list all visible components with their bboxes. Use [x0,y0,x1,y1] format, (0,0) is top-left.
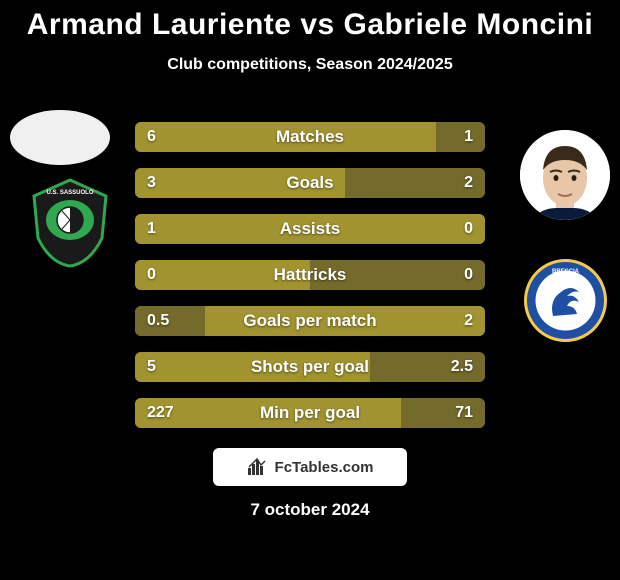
club-crest-right: BRESCIA [523,258,608,343]
svg-text:U.S. SASSUOLO: U.S. SASSUOLO [46,190,93,196]
stat-label: Matches [135,122,485,152]
stat-label: Assists [135,214,485,244]
player-left-avatar [10,110,110,165]
svg-text:BRESCIA: BRESCIA [552,269,580,275]
stat-label: Goals per match [135,306,485,336]
stat-row: 0.52Goals per match [135,306,485,336]
stat-row: 00Hattricks [135,260,485,290]
club-crest-left: U.S. SASSUOLO [30,178,110,268]
stats-chart: 61Matches 32Goals 10Assists 00Hattricks 0.52… [135,122,485,444]
stat-row: 61Matches [135,122,485,152]
stat-row: 52.5Shots per goal [135,352,485,382]
stat-label: Hattricks [135,260,485,290]
stat-row: 10Assists [135,214,485,244]
stat-label: Min per goal [135,398,485,428]
date-label: 7 october 2024 [0,500,620,520]
player-right-avatar [520,130,610,220]
stat-row: 22771Min per goal [135,398,485,428]
stat-label: Goals [135,168,485,198]
brand-badge: FcTables.com [213,448,407,486]
stat-row: 32Goals [135,168,485,198]
subtitle: Club competitions, Season 2024/2025 [0,56,620,74]
stat-label: Shots per goal [135,352,485,382]
brand-label: FcTables.com [275,459,374,476]
page-title: Armand Lauriente vs Gabriele Moncini [0,0,620,42]
brand-icon [247,458,269,476]
